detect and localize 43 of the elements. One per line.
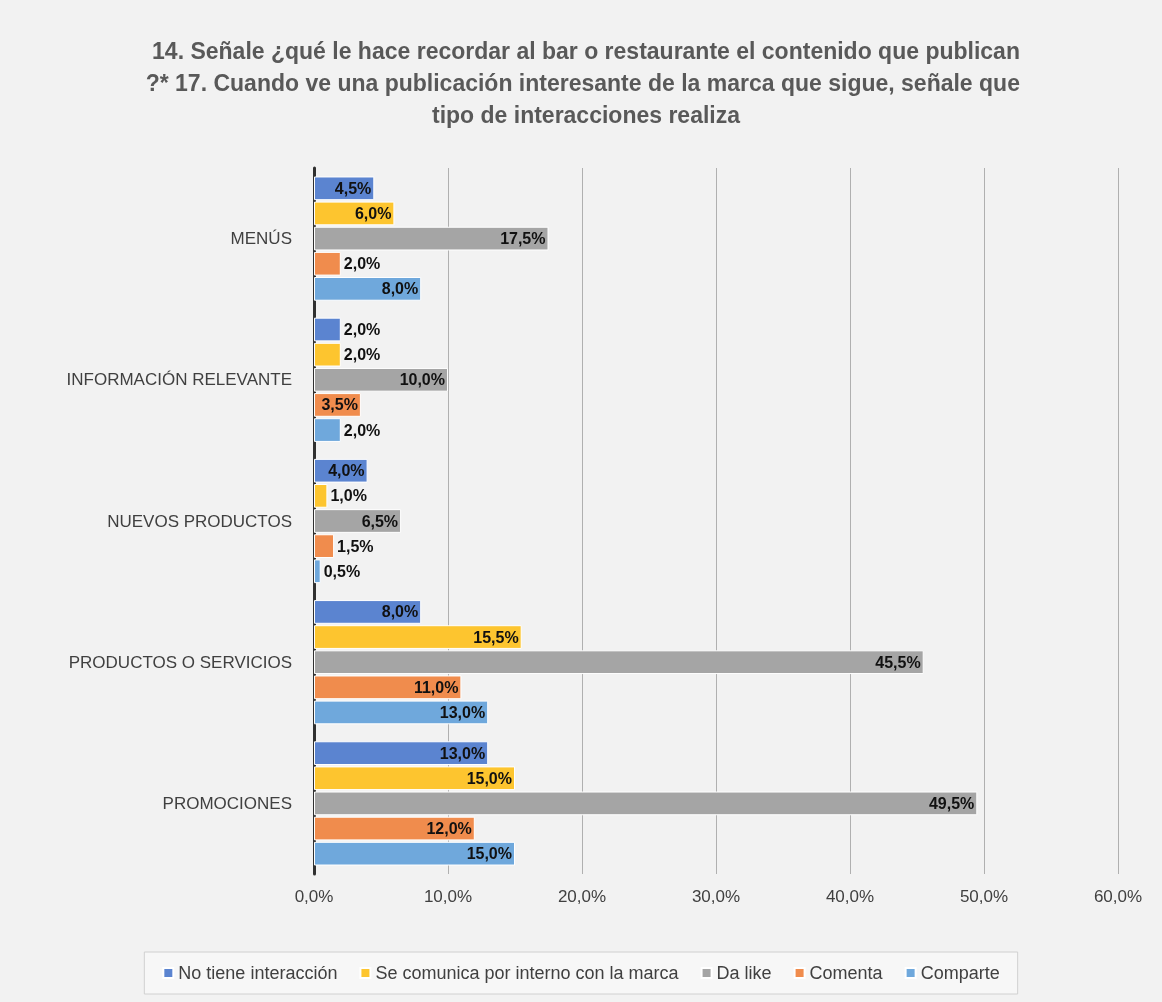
y-tick-label: PRODUCTOS O SERVICIOS [68, 652, 292, 672]
chart-title: 14. Señale ¿qué le hace recordar al bar o restaurante el contenido que publican?* 17. Cuando ve una publicación interesante de la marca que sigue, señale que tipo de interacciones realiza [145, 38, 1027, 128]
data-label: 49,5% [928, 794, 975, 812]
y-tick-label: INFORMACIÓN RELEVANTE [66, 370, 292, 390]
data-label: 2,0% [343, 321, 381, 339]
data-label: 15,5% [473, 628, 519, 646]
data-label: 12,0% [426, 820, 472, 838]
data-label: 11,0% [413, 678, 459, 696]
data-label: 1,5% [337, 537, 374, 555]
data-label: 13,0% [439, 744, 486, 762]
data-label: 15,0% [466, 769, 512, 787]
x-tick-label: 10,0% [423, 887, 473, 906]
legend-label: Comenta [809, 963, 884, 983]
x-tick-label: 60,0% [1093, 887, 1143, 906]
y-tick-label: MENÚS [230, 229, 292, 249]
legend-label: No tiene interacción [178, 963, 338, 983]
data-label: 8,0% [381, 603, 419, 621]
data-label: 15,0% [466, 845, 512, 863]
data-label: 2,0% [343, 346, 381, 364]
data-label: 1,0% [330, 487, 367, 505]
x-tick-label: 50,0% [959, 887, 1009, 906]
data-label: 2,0% [343, 421, 381, 439]
data-label: 0,5% [323, 562, 361, 580]
x-tick-label: 40,0% [825, 887, 875, 906]
data-label: 8,0% [381, 280, 419, 298]
y-tick-label: PROMOCIONES [162, 793, 292, 813]
legend-label: Comparte [920, 963, 1000, 983]
x-tick-label: 30,0% [691, 887, 741, 906]
y-tick-label: NUEVOS PRODUCTOS [107, 511, 292, 531]
data-label: 4,5% [334, 179, 372, 197]
data-label: 6,0% [354, 204, 392, 222]
data-label: 2,0% [343, 255, 381, 273]
data-label: 13,0% [439, 703, 486, 721]
x-tick-label: 0,0% [294, 887, 334, 906]
data-label: 10,0% [399, 371, 445, 389]
data-label: 6,5% [361, 512, 399, 530]
data-label: 3,5% [321, 396, 358, 414]
data-label: 17,5% [500, 230, 546, 248]
x-tick-label: 20,0% [557, 887, 607, 906]
data-label: 45,5% [875, 653, 921, 671]
legend-label: Da like [716, 963, 772, 983]
legend-label: Se comunica por interno con la marca [375, 963, 680, 983]
data-label: 4,0% [328, 462, 365, 480]
